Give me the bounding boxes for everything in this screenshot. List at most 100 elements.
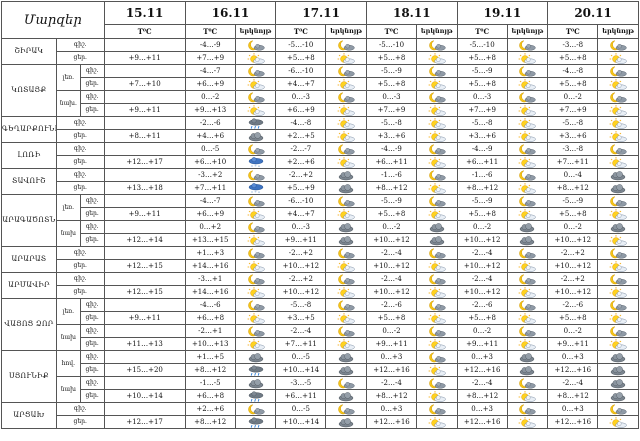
moon-cloud-icon: [327, 274, 366, 285]
sun-cloud-icon: [599, 78, 638, 90]
temp-cell: +9…+11: [103, 51, 186, 65]
temp-cell: +10…+12: [456, 285, 508, 299]
sun-cloud-icon: [508, 260, 547, 272]
table-row: ցեր. +12…+14 +13…+15 +9…+11 +10…+12 +10…+12 +1…: [2, 233, 639, 247]
sun-cloud-icon: [599, 286, 638, 298]
temp-cell: 0…-5: [275, 402, 327, 416]
weather-cell: [234, 116, 277, 130]
cloud-icon: [508, 365, 547, 376]
weather-cell: [506, 168, 549, 182]
temp-cell: +12…+14: [103, 233, 186, 247]
weather-cell: [506, 181, 549, 195]
weather-cell: [234, 298, 277, 312]
weather-cell: [234, 337, 277, 351]
temp-cell: 0…+3: [547, 402, 599, 416]
cloud-icon: [327, 235, 366, 246]
region-name: ՏԱՎՈՒՇ: [1, 168, 57, 195]
weather-cell: [416, 233, 458, 247]
weather-cell: [597, 168, 639, 182]
weather-cell: [506, 77, 549, 91]
temp-cell: +10…+12: [456, 233, 508, 247]
temp-cell: -4…-6: [184, 298, 236, 312]
moon-cloud-icon: [236, 404, 275, 415]
temp-cell: -3…-8: [547, 38, 599, 52]
weather-cell: [506, 90, 549, 104]
weather-cell: [506, 129, 549, 143]
table-row: ՏԱՎՈՒՇ գիշ. -3…+2 -2…+2 -1…-6 -1…-6 0…-4: [1, 168, 639, 195]
period-label: ցեր.: [79, 389, 105, 403]
sun-cloud-icon: [418, 364, 457, 376]
temp-cell: +9…+11: [103, 207, 186, 221]
temp-cell: +10…+12: [365, 259, 418, 273]
table-row: ցեր. +8…+11 +4…+6 +2…+5 +3…+6 +3…+6 +3…+6: [2, 129, 639, 143]
temp-cell: -5…-9: [365, 64, 418, 78]
temp-cell: -5…-8: [547, 116, 599, 130]
temp-cell: 0…-2: [547, 220, 599, 234]
sun-cloud-icon: [508, 78, 547, 90]
weather-cell: [325, 103, 367, 117]
temp-header: T⁰C: [547, 24, 599, 39]
temp-cell: [103, 38, 186, 52]
weather-cell: [416, 259, 458, 273]
temp-cell: +9…+11: [103, 103, 186, 117]
period-label: ցեր.: [55, 415, 105, 429]
sun-cloud-icon: [418, 390, 457, 402]
weather-cell: [234, 38, 277, 52]
weather-cell: [506, 155, 549, 169]
temp-cell: +10…+12: [547, 259, 599, 273]
weather-cell: [234, 311, 277, 325]
weather-cell: [597, 64, 639, 78]
moon-cloud-icon: [327, 326, 366, 337]
weather-cell: [234, 415, 277, 429]
weather-cell: [506, 363, 549, 377]
sun-cloud-icon: [599, 156, 638, 168]
moon-cloud-icon: [508, 248, 547, 259]
region-name: ՎԱՅՈՑ ՁՈՐ: [1, 298, 57, 351]
temp-cell: -5…-8: [365, 116, 418, 130]
weather-cell: [234, 376, 277, 390]
temp-cell: 0…-2: [184, 90, 236, 104]
moon-cloud-icon: [508, 66, 547, 77]
table-row: ցեր. +9…+11 +9…+13 +6…+9 +7…+9 +7…+9 +7…+9: [2, 103, 639, 117]
temp-cell: -4…-9: [184, 38, 236, 52]
moon-cloud-icon: [418, 300, 457, 311]
temp-cell: +12…+16: [456, 415, 508, 429]
weather-cell: [325, 90, 367, 104]
temp-cell: +7…+11: [547, 155, 599, 169]
weather-cell: [234, 168, 277, 182]
cloud-icon: [418, 222, 457, 233]
temp-cell: [103, 64, 186, 78]
temp-cell: 0…-2: [547, 90, 599, 104]
weather-cell: [325, 38, 367, 52]
weather-cell: [234, 51, 277, 65]
sun-cloud-icon: [508, 208, 547, 220]
moon-cloud-icon: [236, 248, 275, 259]
weather-cell: [234, 233, 277, 247]
sun-cloud-icon: [599, 234, 638, 246]
temp-cell: +8…+12: [184, 363, 236, 377]
temp-cell: +10…+12: [547, 285, 599, 299]
weather-cell: [416, 324, 458, 338]
cloud-icon: [599, 391, 638, 402]
temp-cell: -4…-8: [547, 64, 599, 78]
sun-cloud-icon: [508, 117, 547, 129]
sun-cloud-icon: [418, 104, 457, 116]
sun-cloud-icon: [508, 312, 547, 324]
cloud-icon: [327, 391, 366, 402]
moon-cloud-icon: [508, 92, 547, 103]
weather-cell: [597, 311, 639, 325]
weather-cell: [506, 350, 549, 364]
temp-cell: +5…+8: [547, 311, 599, 325]
temp-cell: +9…+11: [365, 337, 418, 351]
weather-cell: [597, 90, 639, 104]
temp-cell: +8…+12: [547, 389, 599, 403]
temp-header: T⁰C: [103, 24, 186, 39]
weather-cell: [325, 129, 367, 143]
sun-cloud-icon: [327, 78, 366, 90]
sun-cloud-icon: [327, 130, 366, 142]
table-row: ՍՅՈՒՆԻՔ հով. գիշ. +1…+5 0…-5 0…+3 0…+3 0…+3: [1, 350, 639, 403]
weather-cell: [597, 38, 639, 52]
sky-header: երկնոյթ: [597, 24, 639, 39]
temp-cell: [103, 220, 186, 234]
period-label: գիշ.: [55, 116, 105, 130]
